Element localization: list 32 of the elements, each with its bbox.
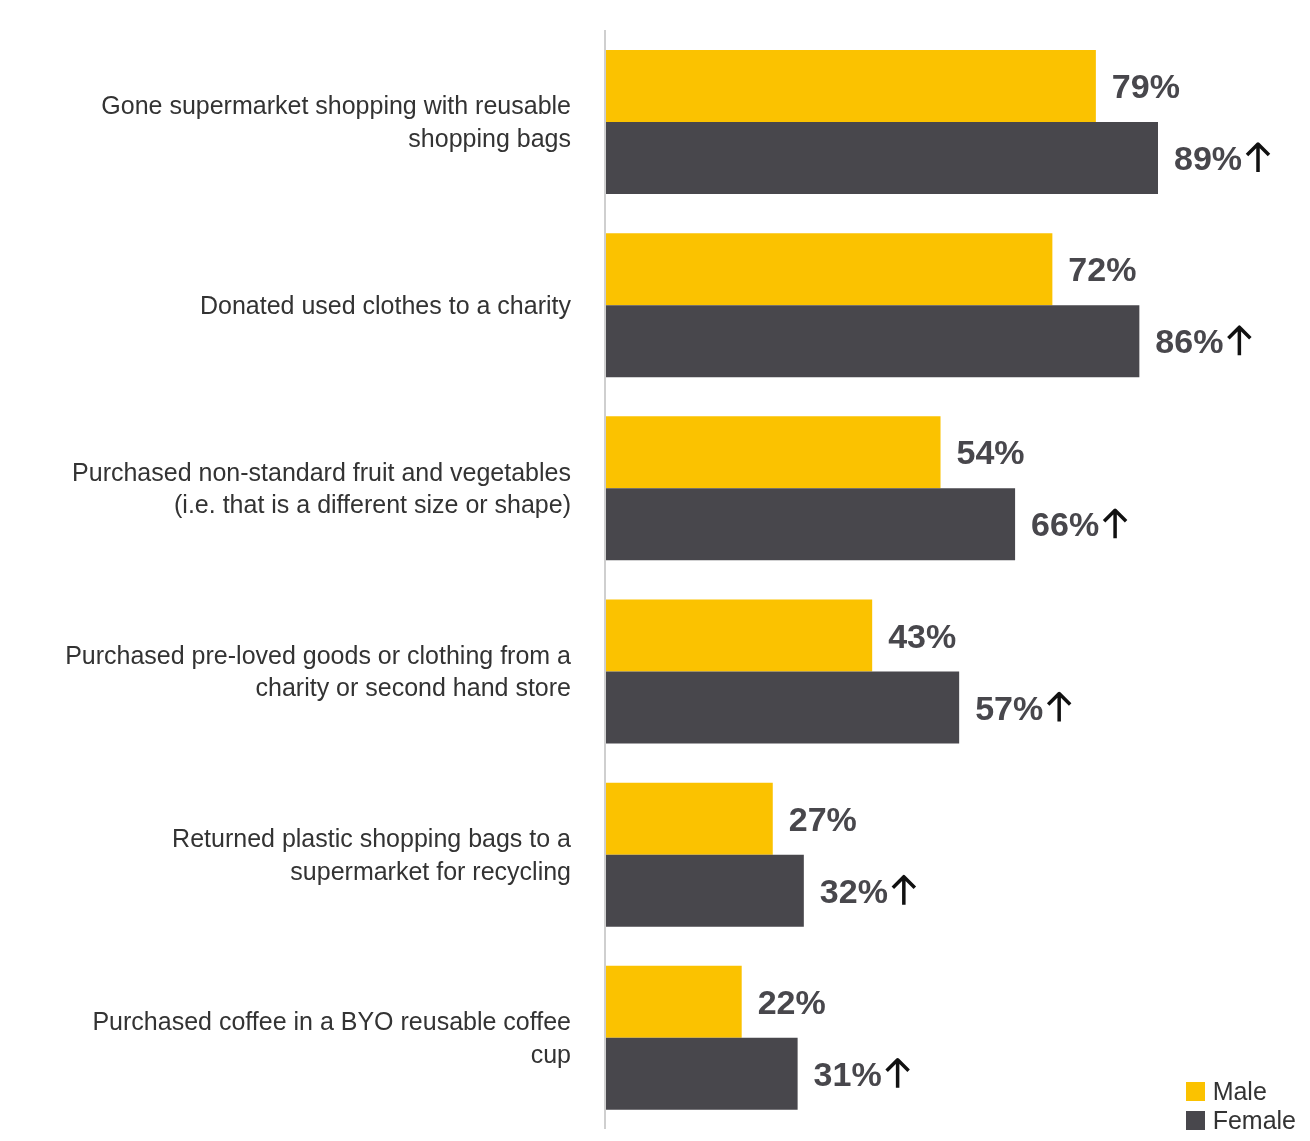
bar (605, 854, 804, 927)
data-label: 79% (1111, 67, 1180, 105)
bar (605, 599, 873, 672)
legend-label: Male (1212, 1077, 1267, 1106)
data-label: 89% (1174, 139, 1243, 177)
y-tick-label: Purchased pre-loved goods or clothing from a charity or second hand store (65, 640, 572, 702)
data-label: 32% (819, 871, 888, 910)
bar (605, 50, 1096, 122)
bar (605, 782, 773, 855)
data-label: 57% (975, 688, 1044, 727)
bar (605, 1037, 798, 1110)
y-tick-label: Gone supermarket shopping with reusable shopping bags (101, 91, 571, 152)
data-label: 43% (888, 616, 957, 655)
data-label: 72% (1068, 250, 1137, 289)
data-label: 86% (1155, 322, 1224, 361)
legend-label: Female (1212, 1106, 1296, 1135)
bar (605, 233, 1053, 306)
data-label: 27% (788, 799, 857, 838)
bar (605, 122, 1158, 194)
bar (605, 671, 960, 744)
bar (605, 305, 1140, 378)
bar (605, 965, 742, 1038)
data-label: 31% (813, 1054, 882, 1093)
data-label: 66% (1031, 505, 1100, 544)
y-tick-label: Purchased non-standard fruit and vegetables (i.e. that is a different size or shape) (72, 457, 571, 519)
y-tick-label: Returned plastic shopping bags to a supermarket for recycling (172, 824, 572, 885)
bar (605, 488, 1016, 561)
data-label: 54% (956, 433, 1025, 472)
y-tick-label: Donated used clothes to a charity (199, 290, 572, 319)
y-tick-label: Purchased coffee in a BYO reusable coffee cup (92, 1007, 571, 1068)
data-label: 22% (757, 982, 826, 1021)
bar (605, 416, 941, 489)
